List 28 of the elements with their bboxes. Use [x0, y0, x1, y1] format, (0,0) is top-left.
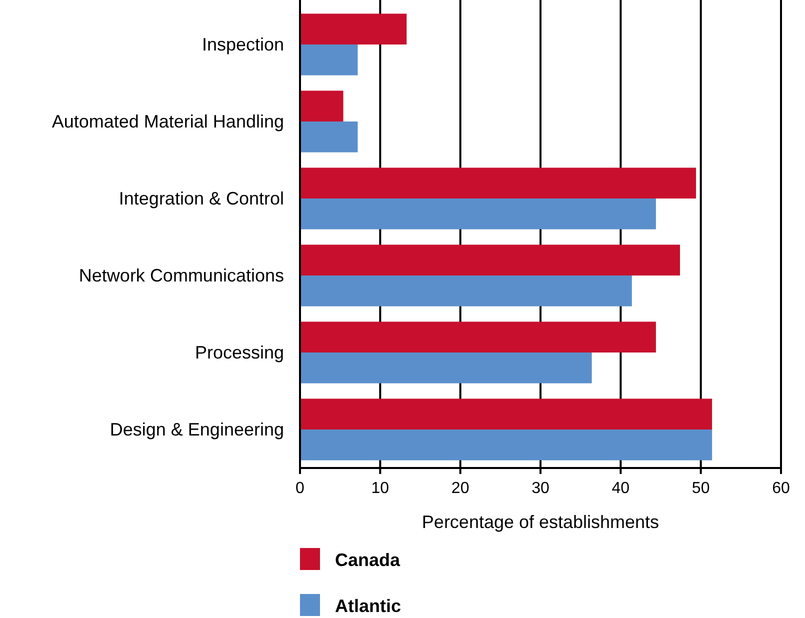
x-tick-label: 50 [692, 480, 710, 497]
bar [300, 122, 358, 152]
x-tick-label: 10 [371, 480, 390, 497]
bar [300, 322, 656, 352]
bar [300, 352, 592, 384]
x-axis-title: Percentage of establishments [422, 512, 660, 532]
bar [300, 14, 407, 44]
bar [300, 398, 712, 430]
bar [300, 198, 656, 230]
bar [300, 430, 712, 460]
x-tick-label: 60 [772, 480, 790, 497]
y-tick-label: Integration & Control [118, 188, 284, 208]
bar [300, 168, 696, 198]
bar [300, 90, 344, 122]
y-tick-label: Inspection [202, 34, 284, 54]
y-tick-label: Design & Engineering [110, 420, 284, 440]
x-tick-label: 0 [296, 480, 305, 497]
x-tick-label: 40 [612, 480, 630, 497]
y-tick-label: Processing [194, 342, 284, 362]
x-tick-label: 30 [532, 480, 550, 497]
bar [300, 44, 358, 76]
y-tick-label: Network Communications [78, 266, 284, 286]
legend-label: Atlantic [335, 596, 402, 616]
legend-label: Canada [335, 550, 402, 570]
y-tick-label: Automated Material Handling [52, 112, 284, 132]
x-tick-label: 20 [451, 480, 470, 497]
bar [300, 276, 632, 306]
bar [300, 244, 680, 276]
